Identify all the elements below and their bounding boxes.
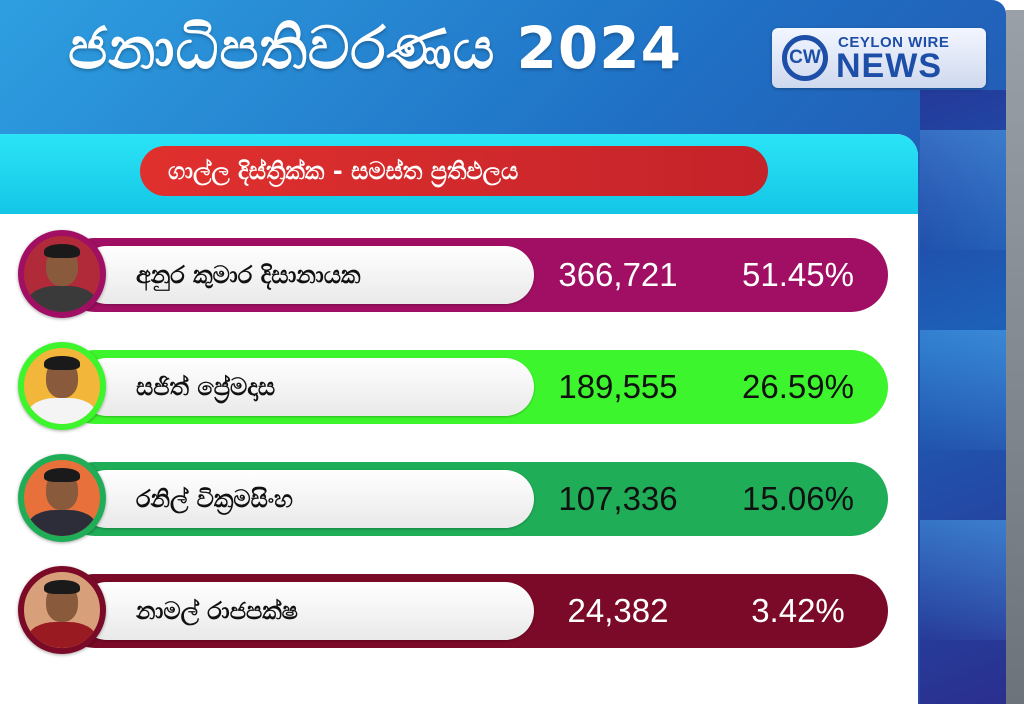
candidate-row: සජිත් ප්‍රේමදාස 189,555 26.59% [18,342,888,430]
candidate-row: අනුර කුමාර දිසානායක 366,721 51.45% [18,230,888,318]
candidate-avatar [18,566,106,654]
candidate-avatar [18,454,106,542]
avatar-shoulders [28,286,96,312]
candidate-row: නාමල් රාජපක්ෂ 24,382 3.42% [18,566,888,654]
side-shadow-strip [1006,10,1024,704]
candidate-percent: 26.59% [742,368,854,405]
candidate-votes: 366,721 [558,256,678,293]
avatar-hair [44,468,80,482]
avatar-shoulders [28,398,96,424]
avatar-hair [44,244,80,258]
page-title: ජනාධිපතිවරණය 2024 [68,14,682,82]
candidate-percent: 3.42% [751,592,845,629]
logo-bottom-text: NEWS [836,47,942,85]
candidate-avatar [18,342,106,430]
avatar-hair [44,580,80,594]
candidate-name: රනිල් වික්‍රමසිංහ [78,470,534,528]
cw-logo-icon: CW [782,35,828,81]
candidate-votes: 107,336 [558,480,678,517]
avatar-hair [44,356,80,370]
candidate-votes: 189,555 [558,368,678,405]
candidate-row: රනිල් වික්‍රමසිංහ 107,336 15.06% [18,454,888,542]
candidate-avatar [18,230,106,318]
candidate-votes: 24,382 [567,592,669,629]
logo-top-text: CEYLON WIRE [838,34,950,51]
results-panel-header: ගාල්ල දිස්ත්‍රික්ක - සමස්ත ප්‍රතිඵලය [0,134,918,214]
candidate-percent: 51.45% [742,256,854,293]
avatar-shoulders [28,622,96,648]
avatar-shoulders [28,510,96,536]
results-panel: ගාල්ල දිස්ත්‍රික්ක - සමස්ත ප්‍රතිඵලය අනු… [0,134,918,704]
decorative-stripe [920,130,1006,250]
decorative-stripe [920,520,1006,640]
candidate-name: අනුර කුමාර දිසානායක [78,246,534,304]
candidate-name: නාමල් රාජපක්ෂ [78,582,534,640]
district-label: ගාල්ල දිස්ත්‍රික්ක - සමස්ත ප්‍රතිඵලය [140,146,768,196]
decorative-stripe [920,330,1006,450]
ceylon-wire-news-logo: CW CEYLON WIRE NEWS [772,28,986,88]
candidate-name: සජිත් ප්‍රේමදාස [78,358,534,416]
candidate-percent: 15.06% [742,480,854,517]
